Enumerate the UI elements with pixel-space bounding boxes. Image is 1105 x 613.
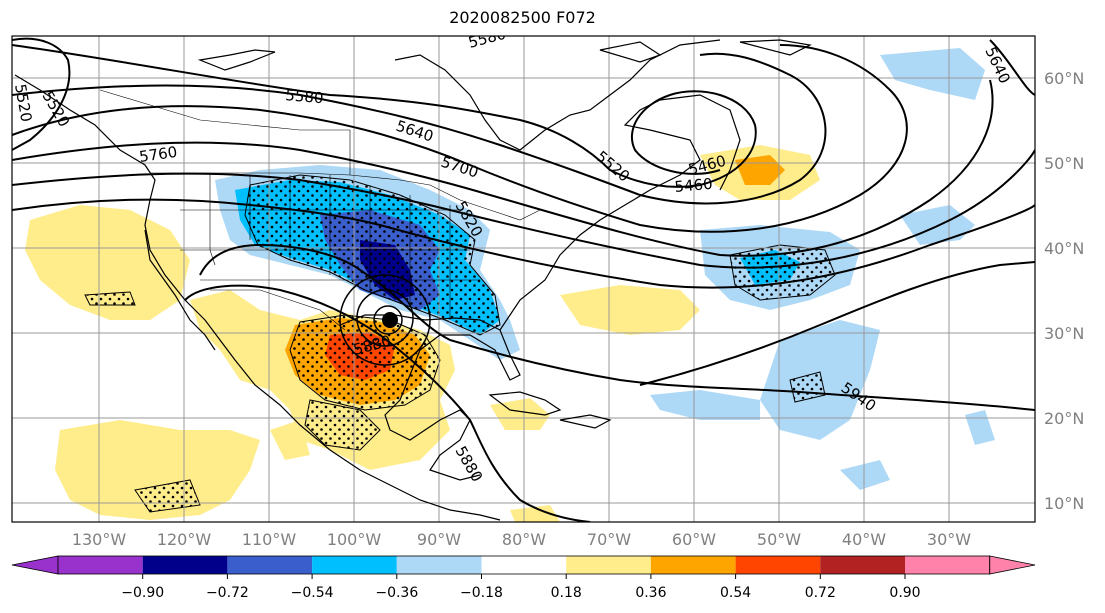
longitude-labels: 130°W 120°W 110°W 100°W 90°W 80°W 70°W 6…: [72, 530, 971, 549]
colorbar-segment: [481, 556, 567, 574]
contour-label: 5760: [138, 143, 178, 166]
height-contours: [12, 37, 1035, 522]
lon-label: 120°W: [157, 530, 212, 549]
colorbar-tick-label: 0.54: [720, 585, 751, 601]
colorbar-tick-label: −0.72: [206, 585, 249, 601]
lon-label: 60°W: [672, 530, 716, 549]
colorbar-tick-label: 0.90: [889, 585, 920, 601]
lon-label: 100°W: [327, 530, 382, 549]
colorbar: −0.90 −0.72 −0.54 −0.36 −0.18 0.18 0.36 …: [11, 555, 1036, 601]
lat-label: 10°N: [1044, 494, 1084, 513]
colorbar-segment: [566, 556, 651, 574]
contour-label: 5580: [285, 86, 325, 107]
colorbar-segment: [227, 556, 313, 574]
map-area: 5580 5580 5640 5700 5760 5820 5520 5520 …: [11, 25, 1035, 522]
colorbar-segment-high-extend: [989, 555, 1036, 575]
colorbar-segment: [905, 556, 990, 574]
colorbar-segment: [820, 556, 905, 574]
colorbar-tick-labels: −0.90 −0.72 −0.54 −0.36 −0.18 0.18 0.36 …: [121, 585, 920, 601]
colorbar-tick-label: −0.90: [121, 585, 164, 601]
lon-label: 90°W: [417, 530, 461, 549]
colorbar-segment: [650, 556, 736, 574]
colorbar-tick-label: −0.36: [375, 585, 418, 601]
storm-circulation: [339, 274, 431, 366]
colorbar-segment: [142, 556, 228, 574]
colorbar-tick-label: 0.72: [805, 585, 836, 601]
anomaly-fill: [25, 48, 995, 522]
lat-label: 60°N: [1044, 69, 1084, 88]
latitude-labels: 60°N 50°N 40°N 30°N 20°N 10°N: [1044, 69, 1084, 513]
colorbar-segment: [735, 556, 821, 574]
coastlines: [14, 39, 812, 521]
colorbar-tick-label: 0.18: [551, 585, 582, 601]
lon-label: 40°W: [842, 530, 886, 549]
contour-label: 5700: [439, 153, 481, 182]
colorbar-tick-label: −0.18: [460, 585, 503, 601]
lat-label: 30°N: [1044, 324, 1084, 343]
colorbar-segment: [312, 556, 397, 574]
lon-label: 30°W: [927, 530, 971, 549]
contour-label: 5460: [674, 175, 714, 196]
map-title: 2020082500 F072: [449, 8, 596, 27]
map-frame: [11, 35, 1036, 523]
colorbar-segment-low-extend: [11, 555, 59, 575]
significance-stippling: [84, 174, 836, 513]
lon-label: 70°W: [587, 530, 631, 549]
colorbar-segment: [396, 556, 482, 574]
lat-label: 50°N: [1044, 154, 1084, 173]
lon-label: 130°W: [72, 530, 127, 549]
contour-label: 5580: [466, 25, 508, 52]
storm-center-marker: [382, 312, 398, 328]
contour-label: 5640: [981, 44, 1013, 86]
lat-label: 20°N: [1044, 409, 1084, 428]
contour-label: 5520: [11, 83, 35, 124]
lon-label: 50°W: [757, 530, 801, 549]
colorbar-tick-label: −0.54: [291, 585, 334, 601]
lon-label: 80°W: [502, 530, 546, 549]
lon-label: 110°W: [242, 530, 297, 549]
lat-label: 40°N: [1044, 239, 1084, 258]
colorbar-segment: [58, 556, 143, 574]
colorbar-tick-label: 0.36: [635, 585, 666, 601]
contour-label: 5640: [394, 117, 436, 146]
